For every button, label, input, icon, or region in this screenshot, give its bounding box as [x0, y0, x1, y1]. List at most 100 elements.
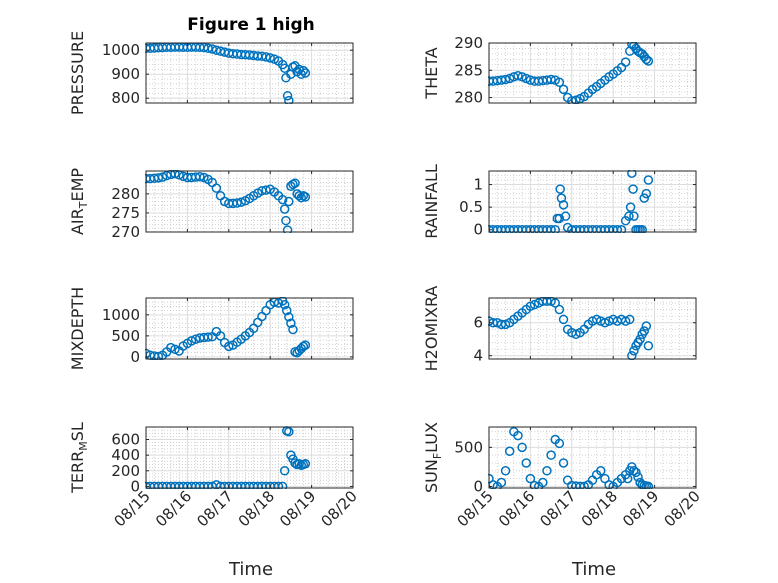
- subplot-4-data-point: [627, 170, 637, 179]
- subplot-6-series: [488, 297, 654, 360]
- subplot-2-y-tick-label: 285: [454, 61, 483, 79]
- subplot-4-axes-box: [488, 170, 697, 233]
- subplot-5-data-point: [300, 340, 311, 350]
- subplot-6-data-point: [529, 299, 540, 310]
- subplot-8-y-tick-label: 500: [454, 438, 483, 456]
- subplot-8-data-point: [633, 472, 643, 482]
- subplot-8-data-point: [538, 477, 548, 488]
- subplot-8-data-point: [546, 450, 556, 460]
- subplot-6-y-tick-label: 4: [473, 347, 483, 365]
- subplot-7-y-label: TERRMSL: [68, 422, 90, 494]
- subplot-2: 280 285 290 THETA: [422, 34, 697, 107]
- subplot-8-data-point: [496, 477, 507, 488]
- subplot-2-data-point: [521, 73, 532, 84]
- subplot-1-data-point: [298, 65, 309, 76]
- subplot-4-data-point: [624, 211, 634, 221]
- subplot-1-axes-box: [145, 42, 354, 104]
- subplot-1-data-point: [207, 44, 217, 54]
- subplot-3-y-tick-label: 280: [111, 185, 140, 203]
- subplot-3-data-point: [195, 171, 205, 182]
- subplot-6-data-point: [629, 346, 639, 356]
- subplot-4-data-point: [641, 188, 652, 199]
- subplot-8-data-point: [604, 480, 614, 489]
- subplot-6-axes-box: [488, 297, 697, 360]
- subplot-1-data-point: [265, 53, 275, 63]
- subplot-4-y-label: RAINFALL: [422, 164, 441, 239]
- subplot-4-data-point: [625, 202, 636, 212]
- subplot-4-data-point: [554, 213, 565, 224]
- subplot-5-data-point: [288, 324, 298, 335]
- subplot-8-data-point: [517, 442, 527, 453]
- subplot-3-y-label: AIRTEMP: [68, 168, 90, 235]
- subplot-4-data-point: [643, 175, 654, 185]
- subplot-4-y-tick-label: 0: [473, 221, 483, 239]
- subplot-6-data-point: [620, 316, 631, 326]
- subplot-3-data-point: [282, 225, 293, 233]
- subplot-4-data-point: [629, 211, 639, 221]
- subplot-3-data-point: [157, 172, 168, 182]
- subplot-3-data-point: [170, 170, 180, 179]
- subplot-4-data-point: [558, 200, 569, 210]
- subplot-5-y-tick-label: 500: [111, 327, 140, 345]
- subplot-5-data-point: [286, 318, 296, 328]
- subplot-2-y-label: THETA: [422, 47, 441, 99]
- subplot-3-data-point: [290, 178, 300, 188]
- subplot-4-data-point: [637, 224, 647, 233]
- subplot-4-plot-area: [489, 171, 696, 232]
- subplot-3-series: [145, 170, 311, 233]
- subplot-6-data-point: [571, 329, 581, 340]
- subplot-7-data-point: [279, 466, 290, 476]
- subplot-6-data-point: [635, 334, 645, 344]
- subplot-5-y-tick-label: 1000: [102, 306, 140, 324]
- subplot-3-data-point: [300, 192, 311, 202]
- subplot-8-data-point: [513, 430, 523, 441]
- subplot-2-data-point: [513, 70, 523, 81]
- subplot-4-series: [488, 170, 654, 233]
- subplot-6-data-point: [558, 314, 569, 325]
- subplot-4-y-tick-label: 0.5: [459, 198, 483, 216]
- subplot-6-data-point: [627, 350, 637, 360]
- subplot-6-data-point: [639, 326, 649, 336]
- subplot-5-data-point: [282, 305, 292, 316]
- subplot-3-data-point: [153, 173, 164, 183]
- subplot-5-data-point: [284, 312, 294, 322]
- subplot-5: 0 500 1000 MIXDEPTH: [68, 287, 354, 370]
- subplot-4-data-point: [560, 211, 571, 221]
- subplot-2-data-point: [504, 73, 515, 84]
- subplot-3-data-point: [277, 194, 288, 205]
- subplot-4-data-point: [555, 184, 565, 194]
- subplot-7-y-tick-label: 600: [111, 431, 140, 449]
- subplot-6-data-point: [550, 298, 560, 308]
- subplot-5-data-point: [224, 341, 234, 352]
- subplot-7-axes-box: [145, 426, 354, 489]
- subplot-7-data-point: [284, 426, 294, 437]
- subplot-1: 800 900 1000 PRESSURE: [68, 31, 354, 115]
- subplot-5-data-point: [153, 351, 164, 360]
- subplot-6-data-point: [500, 319, 511, 330]
- subplot-7-y-tick-label: 200: [111, 462, 140, 480]
- subplot-3-data-point: [281, 215, 291, 226]
- subplot-8-data-point: [558, 458, 569, 468]
- subplot-3-data-point: [294, 191, 304, 201]
- subplot-8-data-point: [596, 466, 606, 476]
- subplot-2-y-tick-label: 280: [454, 89, 483, 107]
- subplot-6-data-point: [525, 301, 536, 311]
- subplot-6-data-point: [625, 314, 635, 325]
- subplot-4-data-point: [546, 224, 556, 233]
- subplot-8-data-point: [579, 481, 589, 489]
- subplot-2-data-point: [500, 74, 511, 85]
- subplot-5-y-label: MIXDEPTH: [68, 287, 87, 370]
- subplot-4-data-point: [628, 184, 638, 194]
- subplot-1-y-tick-label: 800: [111, 89, 140, 107]
- subplot-7-data-point: [300, 459, 311, 469]
- subplot-2-y-tick-label: 290: [454, 34, 483, 52]
- subplot-8-data-point: [542, 466, 552, 476]
- subplot-3-axes-box: [145, 170, 354, 233]
- subplot-2-data-point: [546, 74, 556, 85]
- subplot-6-data-point: [554, 304, 565, 315]
- subplot-4: 0 0.5 1 RAINFALL: [422, 164, 697, 239]
- subplot-7-data-point: [294, 459, 304, 469]
- subplot-8-data-point: [521, 458, 532, 468]
